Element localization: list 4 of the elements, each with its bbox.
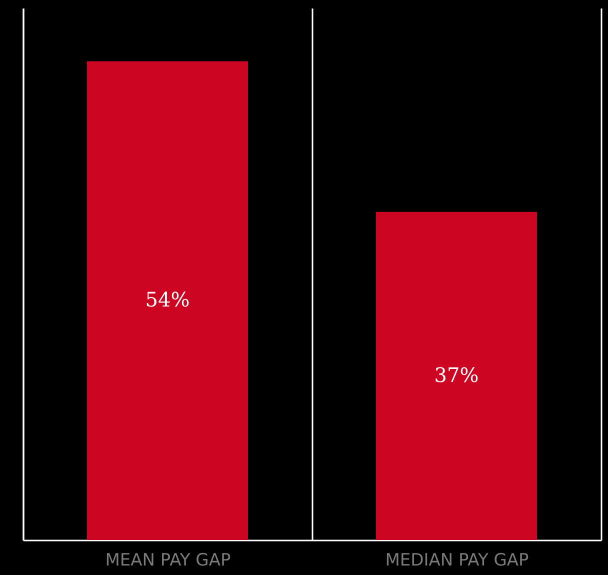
data-label: 37% (434, 362, 479, 387)
data-label: 54% (145, 288, 190, 312)
x-tick-label: MEDIAN PAY GAP (385, 550, 529, 570)
x-tick-label: MEAN PAY GAP (105, 550, 231, 570)
